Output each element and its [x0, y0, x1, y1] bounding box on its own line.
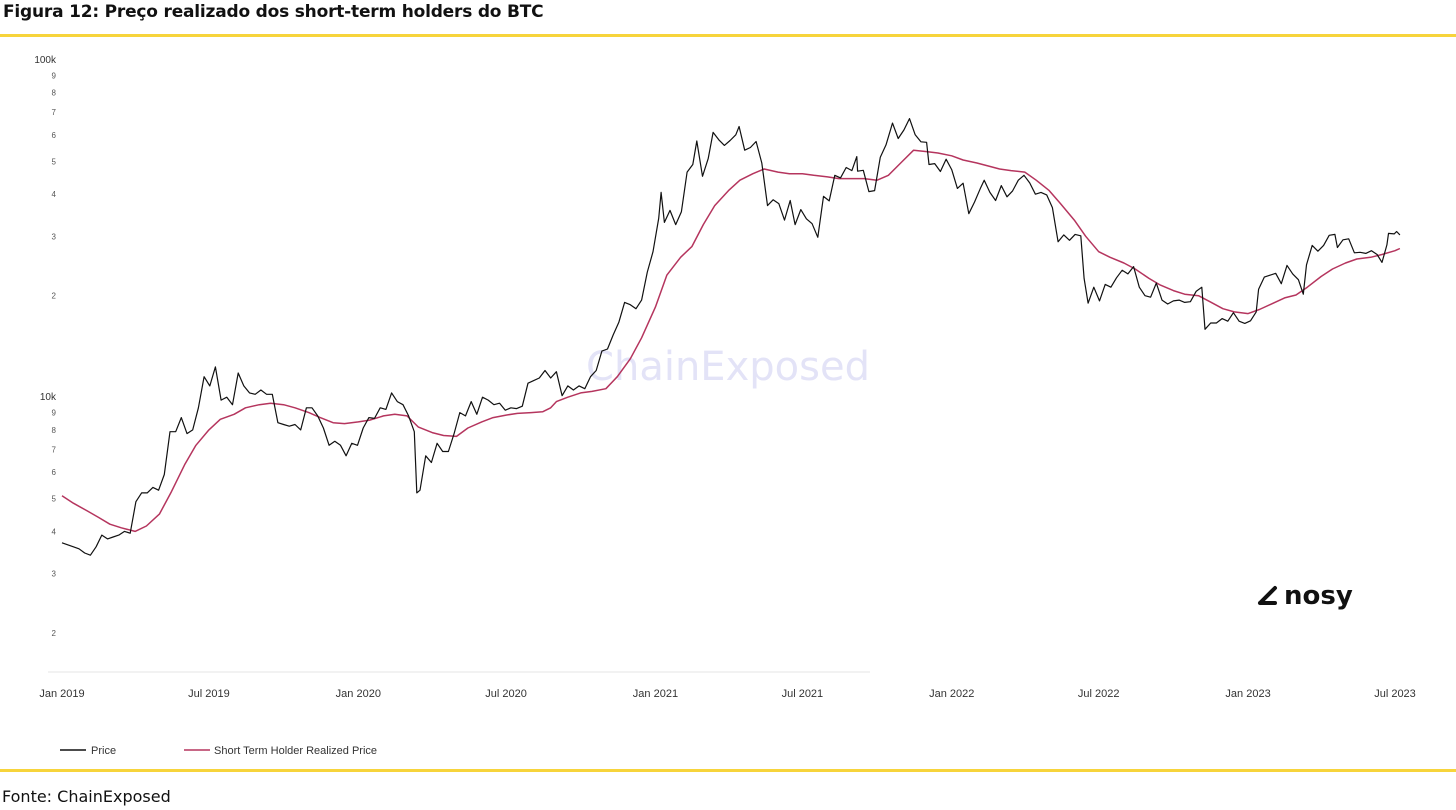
y-tick-label: 5 [52, 158, 57, 167]
y-tick-label: 5 [52, 495, 57, 504]
y-tick-label: 4 [52, 527, 57, 536]
source-note: Fonte: ChainExposed [2, 787, 171, 806]
bottom-divider [0, 769, 1456, 772]
y-tick-label: 100k [34, 55, 57, 66]
brand-name: nosy [1284, 581, 1353, 611]
y-tick-label: 2 [52, 629, 57, 638]
series-layer [61, 118, 1401, 556]
brand-logo: nosy [1258, 581, 1353, 611]
y-tick-label: 6 [52, 468, 57, 477]
y-tick-label: 8 [52, 89, 57, 98]
x-tick-label: Jul 2023 [1374, 688, 1416, 700]
legend-label-price[interactable]: Price [91, 745, 116, 757]
y-tick-label: 6 [52, 131, 57, 140]
x-tick-label: Jul 2019 [188, 688, 230, 700]
legend-label-sth[interactable]: Short Term Holder Realized Price [214, 745, 377, 757]
y-tick-label: 9 [52, 71, 57, 80]
price-line [61, 118, 1401, 556]
price-chart: ChainExposed 2 3 4 5 6 7 8 9 10k 2 3 4 5 6 7 8 9 100k Jan… [34, 55, 1415, 757]
top-divider [0, 34, 1456, 37]
x-tick-label: Jul 2021 [782, 688, 824, 700]
x-tick-label: Jul 2022 [1078, 688, 1120, 700]
y-tick-label: 7 [52, 445, 57, 454]
x-tick-label: Jul 2020 [485, 688, 527, 700]
y-tick-label: 4 [52, 190, 57, 199]
y-tick-label: 2 [52, 292, 57, 301]
x-tick-label: Jan 2023 [1225, 688, 1270, 700]
y-tick-label: 3 [52, 232, 57, 241]
x-tick-label: Jan 2022 [929, 688, 974, 700]
x-tick-label: Jan 2019 [39, 688, 84, 700]
y-tick-label: 8 [52, 426, 57, 435]
legend[interactable]: Price Short Term Holder Realized Price [60, 745, 377, 757]
watermark-text: ChainExposed [586, 344, 870, 390]
x-tick-label: Jan 2020 [336, 688, 381, 700]
sth-realized-price-line [61, 149, 1401, 533]
y-tick-label: 7 [52, 108, 57, 117]
x-tick-label: Jan 2021 [633, 688, 678, 700]
x-axis: Jan 2019 Jul 2019 Jan 2020 Jul 2020 Jan 2021… [39, 688, 1415, 700]
y-tick-label: 9 [52, 409, 57, 418]
watermark: ChainExposed [586, 344, 870, 390]
brand-mark-icon [1258, 586, 1277, 605]
y-axis: 2 3 4 5 6 7 8 9 10k 2 3 4 5 6 7 8 9 100k [34, 55, 57, 638]
y-tick-label: 10k [40, 392, 57, 403]
figure-title: Figura 12: Preço realizado dos short-ter… [3, 2, 544, 22]
y-tick-label: 3 [52, 569, 57, 578]
